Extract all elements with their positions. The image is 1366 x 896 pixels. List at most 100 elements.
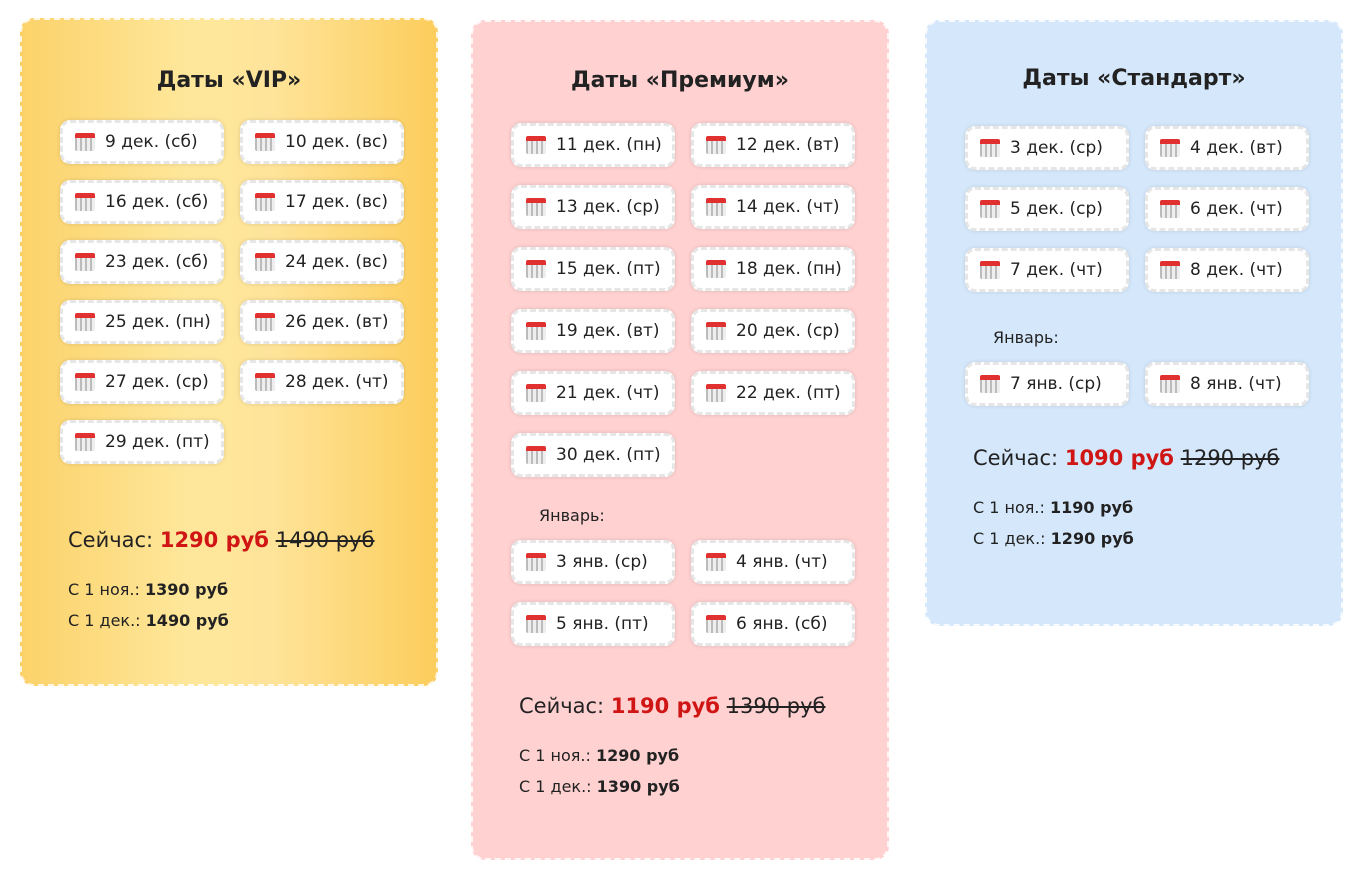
schedule-label: С 1 дек.: <box>68 611 141 630</box>
date-text: 8 янв. (чт) <box>1190 374 1282 394</box>
calendar-icon <box>706 615 726 633</box>
schedule-price: 1290 руб <box>1050 529 1134 548</box>
calendar-icon <box>75 253 95 271</box>
date-text: 24 дек. (вс) <box>285 252 388 272</box>
old-price: 1290 руб <box>1180 446 1280 470</box>
date-text: 4 дек. (вт) <box>1190 138 1283 158</box>
date-text: 25 дек. (пн) <box>105 312 211 332</box>
current-price: 1090 руб <box>1064 446 1174 470</box>
date-chip: 7 янв. (ср) <box>965 362 1129 406</box>
date-chip: 28 дек. (чт) <box>240 360 404 404</box>
schedule-label: С 1 дек.: <box>973 529 1046 548</box>
calendar-icon <box>255 253 275 271</box>
month-label: Январь: <box>539 506 605 525</box>
calendar-icon <box>980 375 1000 393</box>
schedule-label: С 1 дек.: <box>519 777 592 796</box>
date-chip: 5 янв. (пт) <box>511 602 675 646</box>
current-price-line: Сейчас: 1190 руб 1390 руб <box>519 694 826 718</box>
schedule-line: С 1 ноя.: 1290 руб <box>519 746 679 765</box>
date-chip: 17 дек. (вс) <box>240 180 404 224</box>
date-chip: 21 дек. (чт) <box>511 371 675 415</box>
date-chip: 8 дек. (чт) <box>1145 248 1309 292</box>
date-text: 23 дек. (сб) <box>105 252 209 272</box>
date-chip: 30 дек. (пт) <box>511 433 675 477</box>
price-card: Даты «Премиум» 11 дек. (пн) 12 дек. (вт) 13… <box>471 20 889 860</box>
schedule-line: С 1 дек.: 1290 руб <box>973 529 1134 548</box>
calendar-icon <box>706 198 726 216</box>
calendar-icon <box>526 198 546 216</box>
date-text: 20 дек. (ср) <box>736 321 840 341</box>
card-title: Даты «Стандарт» <box>1022 66 1246 91</box>
calendar-icon <box>706 136 726 154</box>
date-text: 6 янв. (сб) <box>736 614 828 634</box>
date-text: 9 дек. (сб) <box>105 132 198 152</box>
current-price: 1190 руб <box>610 694 720 718</box>
date-chip: 25 дек. (пн) <box>60 300 224 344</box>
date-text: 18 дек. (пн) <box>736 259 842 279</box>
calendar-icon <box>526 446 546 464</box>
schedule-label: С 1 ноя.: <box>68 580 140 599</box>
date-chip: 5 дек. (ср) <box>965 187 1129 231</box>
calendar-icon <box>526 384 546 402</box>
current-price: 1290 руб <box>159 528 269 552</box>
calendar-icon <box>980 261 1000 279</box>
card-title: Даты «VIP» <box>156 68 302 93</box>
date-chip: 22 дек. (пт) <box>691 371 855 415</box>
date-chip: 9 дек. (сб) <box>60 120 224 164</box>
calendar-icon <box>526 260 546 278</box>
date-text: 28 дек. (чт) <box>285 372 389 392</box>
date-text: 6 дек. (чт) <box>1190 199 1283 219</box>
calendar-icon <box>75 433 95 451</box>
schedule-line: С 1 дек.: 1490 руб <box>68 611 229 630</box>
calendar-icon <box>526 615 546 633</box>
schedule-price: 1490 руб <box>145 611 229 630</box>
schedule-price: 1190 руб <box>1049 498 1134 517</box>
date-text: 19 дек. (вт) <box>556 321 660 341</box>
now-label: Сейчас: <box>68 528 154 552</box>
calendar-icon <box>526 322 546 340</box>
date-chip: 4 янв. (чт) <box>691 540 855 584</box>
calendar-icon <box>255 313 275 331</box>
calendar-icon <box>980 139 1000 157</box>
date-chip: 10 дек. (вс) <box>240 120 404 164</box>
date-text: 5 дек. (ср) <box>1010 199 1103 219</box>
calendar-icon <box>1160 261 1180 279</box>
calendar-icon <box>75 313 95 331</box>
schedule-price: 1390 руб <box>144 580 229 599</box>
date-text: 11 дек. (пн) <box>556 135 662 155</box>
calendar-icon <box>1160 139 1180 157</box>
now-label: Сейчас: <box>519 694 605 718</box>
date-text: 27 дек. (ср) <box>105 372 209 392</box>
date-chip: 11 дек. (пн) <box>511 123 675 167</box>
date-chip: 20 дек. (ср) <box>691 309 855 353</box>
month-label: Январь: <box>993 328 1059 347</box>
date-chip: 16 дек. (сб) <box>60 180 224 224</box>
current-price-line: Сейчас: 1290 руб 1490 руб <box>68 528 375 552</box>
calendar-icon <box>255 193 275 211</box>
calendar-icon <box>706 384 726 402</box>
date-chip: 14 дек. (чт) <box>691 185 855 229</box>
calendar-icon <box>980 200 1000 218</box>
date-chip: 19 дек. (вт) <box>511 309 675 353</box>
schedule-line: С 1 дек.: 1390 руб <box>519 777 680 796</box>
date-text: 29 дек. (пт) <box>105 432 210 452</box>
date-chip: 26 дек. (вт) <box>240 300 404 344</box>
date-text: 8 дек. (чт) <box>1190 260 1283 280</box>
date-text: 7 дек. (чт) <box>1010 260 1103 280</box>
card-title: Даты «Премиум» <box>571 68 789 93</box>
date-chip: 27 дек. (ср) <box>60 360 224 404</box>
calendar-icon <box>1160 375 1180 393</box>
date-chip: 3 янв. (ср) <box>511 540 675 584</box>
date-text: 12 дек. (вт) <box>736 135 840 155</box>
current-price-line: Сейчас: 1090 руб 1290 руб <box>973 446 1280 470</box>
date-text: 17 дек. (вс) <box>285 192 388 212</box>
calendar-icon <box>706 322 726 340</box>
date-text: 14 дек. (чт) <box>736 197 840 217</box>
date-chip: 4 дек. (вт) <box>1145 126 1309 170</box>
date-chip: 15 дек. (пт) <box>511 247 675 291</box>
date-chip: 12 дек. (вт) <box>691 123 855 167</box>
date-text: 13 дек. (ср) <box>556 197 660 217</box>
date-text: 10 дек. (вс) <box>285 132 388 152</box>
calendar-icon <box>706 553 726 571</box>
